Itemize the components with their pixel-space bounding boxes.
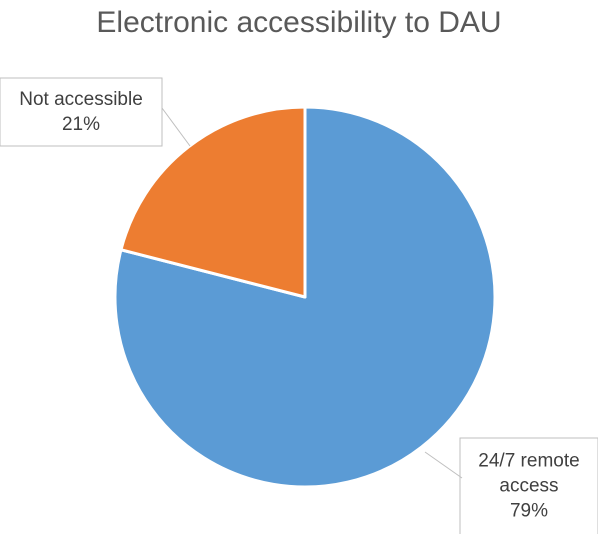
data-label-box — [0, 77, 163, 147]
data-label-category: access — [499, 476, 558, 497]
data-label-percent: 21% — [62, 114, 100, 135]
pie-slice-24-7-remote-access — [113, 105, 497, 489]
chart-title: Electronic accessibility to DAU — [96, 6, 502, 39]
data-label-percent: 79% — [510, 501, 548, 522]
data-label-not-accessible: Not accessible 21% — [0, 77, 191, 147]
leader-line — [161, 107, 191, 147]
data-label-category: 24/7 remote — [478, 451, 579, 472]
pie-slice-not-accessible — [119, 105, 307, 299]
data-label-24-7-remote-access: 24/7 remote access 79% — [424, 437, 598, 534]
leader-line — [424, 451, 463, 479]
data-label-box — [459, 437, 598, 534]
data-label-category: Not accessible — [19, 89, 143, 110]
